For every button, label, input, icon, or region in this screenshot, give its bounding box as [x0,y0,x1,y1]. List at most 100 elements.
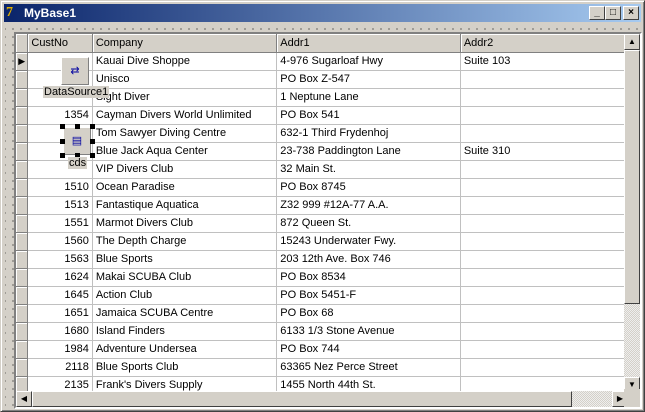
clientdataset-component-icon[interactable]: ▤ [63,127,91,155]
row-indicator[interactable] [16,268,29,287]
cell-custno[interactable]: 1510 [27,178,93,197]
cell-addr2[interactable] [460,268,628,287]
cell-addr1[interactable]: 6133 1/3 Stone Avenue [276,322,461,341]
cell-custno[interactable]: 2118 [27,358,93,377]
cell-company[interactable]: Makai SCUBA Club [92,268,278,287]
cell-addr1[interactable]: 632-1 Third Frydenhoj [276,124,461,143]
row-indicator[interactable] [16,358,29,377]
maximize-button[interactable]: □ [605,6,621,20]
horizontal-scrollbar[interactable]: ◀ ▶ [16,391,628,407]
cell-addr2[interactable] [460,88,628,107]
close-button[interactable]: × [623,6,639,20]
cell-addr2[interactable] [460,178,628,197]
cell-addr1[interactable]: 1455 North 44th St. [276,376,461,393]
table-row[interactable]: 1624 Makai SCUBA Club PO Box 8534 [16,268,628,287]
table-row[interactable]: Unisco PO Box Z-547 [16,70,628,89]
cell-company[interactable]: Jamaica SCUBA Centre [92,304,278,323]
cell-addr1[interactable]: 23-738 Paddington Lane [276,142,461,161]
cell-custno[interactable]: 2135 [27,376,93,393]
cell-addr1[interactable]: 872 Queen St. [276,214,461,233]
cell-addr2[interactable] [460,304,628,323]
cell-addr2[interactable] [460,250,628,269]
row-indicator[interactable] [16,124,29,143]
scroll-left-arrow-icon[interactable]: ◀ [16,391,32,407]
cell-addr2[interactable] [460,340,628,359]
cell-company[interactable]: Blue Sports Club [92,358,278,377]
cell-custno[interactable]: 1551 [27,214,93,233]
table-row[interactable]: 1560 The Depth Charge 15243 Underwater Fwy… [16,232,628,251]
cell-company[interactable]: Fantastique Aquatica [92,196,278,215]
row-indicator[interactable] [16,340,29,359]
column-header-company[interactable]: Company [92,34,278,53]
cell-company[interactable]: Frank's Divers Supply [92,376,278,393]
table-row[interactable]: 1651 Jamaica SCUBA Centre PO Box 68 [16,304,628,323]
cell-addr1[interactable]: 1 Neptune Lane [276,88,461,107]
table-row[interactable]: 1563 Blue Sports 203 12th Ave. Box 746 [16,250,628,269]
table-row[interactable]: ▶ Kauai Dive Shoppe 4-976 Sugarloaf Hwy Sui… [16,52,628,71]
cell-custno[interactable]: 1513 [27,196,93,215]
cell-company[interactable]: Blue Jack Aqua Center [92,142,278,161]
cell-company[interactable]: Ocean Paradise [92,178,278,197]
row-indicator[interactable] [16,88,29,107]
row-indicator[interactable] [16,196,29,215]
table-row[interactable]: 1354 Cayman Divers World Unlimited PO Box … [16,106,628,125]
cell-custno[interactable]: 1645 [27,286,93,305]
cell-addr1[interactable]: Z32 999 #12A-77 A.A. [276,196,461,215]
cell-addr1[interactable]: 15243 Underwater Fwy. [276,232,461,251]
row-indicator[interactable] [16,232,29,251]
cell-company[interactable]: Cayman Divers World Unlimited [92,106,278,125]
table-row[interactable]: 1984 Adventure Undersea PO Box 744 [16,340,628,359]
cell-company[interactable]: Kauai Dive Shoppe [92,52,278,71]
cell-addr1[interactable]: 4-976 Sugarloaf Hwy [276,52,461,71]
row-indicator[interactable] [16,304,29,323]
cell-company[interactable]: Blue Sports [92,250,278,269]
cell-addr1[interactable]: PO Box 68 [276,304,461,323]
cell-company[interactable]: Marmot Divers Club [92,214,278,233]
table-row[interactable]: VIP Divers Club 32 Main St. [16,160,628,179]
cell-addr2[interactable]: Suite 310 [460,142,628,161]
row-indicator[interactable] [16,376,29,393]
cell-addr2[interactable] [460,214,628,233]
row-indicator[interactable] [16,106,29,125]
cell-addr1[interactable]: PO Box 5451-F [276,286,461,305]
cell-addr2[interactable] [460,106,628,125]
table-row[interactable]: 1510 Ocean Paradise PO Box 8745 [16,178,628,197]
cell-custno[interactable]: 1680 [27,322,93,341]
cell-addr1[interactable]: 203 12th Ave. Box 746 [276,250,461,269]
row-indicator[interactable] [16,142,29,161]
title-bar[interactable]: 7 MyBase1 _ □ × [4,4,641,22]
cell-addr2[interactable] [460,358,628,377]
cell-company[interactable]: Island Finders [92,322,278,341]
cell-addr1[interactable]: PO Box 8534 [276,268,461,287]
grid-table[interactable]: CustNo Company Addr1 Addr2 ▶ Kauai Dive Shop… [16,34,628,393]
row-indicator[interactable] [16,160,29,179]
row-indicator[interactable] [16,250,29,269]
form-design-surface[interactable]: CustNo Company Addr1 Addr2 ▶ Kauai Dive Shop… [5,23,642,409]
cell-custno[interactable]: 1563 [27,250,93,269]
cell-company[interactable]: VIP Divers Club [92,160,278,179]
cell-custno[interactable]: 1984 [27,340,93,359]
cell-custno[interactable]: 1560 [27,232,93,251]
scroll-up-arrow-icon[interactable]: ▲ [624,34,640,50]
cell-addr1[interactable]: 32 Main St. [276,160,461,179]
cell-company[interactable]: The Depth Charge [92,232,278,251]
table-row[interactable]: Sight Diver 1 Neptune Lane [16,88,628,107]
vertical-scroll-thumb[interactable] [624,50,640,304]
cell-company[interactable]: Unisco [92,70,278,89]
table-row[interactable]: 1551 Marmot Divers Club 872 Queen St. [16,214,628,233]
table-row[interactable]: 2118 Blue Sports Club 63365 Nez Perce Stre… [16,358,628,377]
cell-addr2[interactable] [460,70,628,89]
column-header-addr2[interactable]: Addr2 [460,34,628,53]
cell-addr1[interactable]: 63365 Nez Perce Street [276,358,461,377]
row-indicator[interactable] [16,286,29,305]
cell-company[interactable]: Tom Sawyer Diving Centre [92,124,278,143]
row-indicator[interactable] [16,70,29,89]
cell-custno[interactable]: 1354 [27,106,93,125]
row-indicator[interactable] [16,322,29,341]
horizontal-scroll-thumb[interactable] [32,391,572,407]
table-row[interactable]: 1513 Fantastique Aquatica Z32 999 #12A-77 … [16,196,628,215]
table-row[interactable]: 1680 Island Finders 6133 1/3 Stone Avenue [16,322,628,341]
table-row[interactable]: Tom Sawyer Diving Centre 632-1 Third Fryd… [16,124,628,143]
minimize-button[interactable]: _ [589,6,605,20]
cell-addr1[interactable]: PO Box 541 [276,106,461,125]
